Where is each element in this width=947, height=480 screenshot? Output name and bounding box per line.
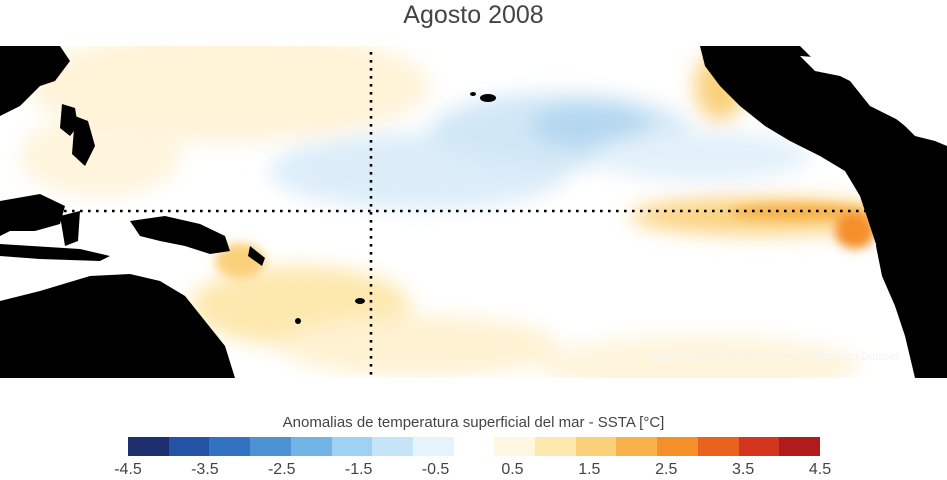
colorbar-swatch xyxy=(616,437,658,456)
colorbar-tick-label: 4.5 xyxy=(808,461,832,478)
map-svg xyxy=(0,46,947,378)
warm-patch-nw xyxy=(30,46,430,141)
colorbar-swatch xyxy=(453,437,495,456)
colorbar-tick-label: -0.5 xyxy=(421,461,450,478)
colorbar-swatch xyxy=(697,437,739,456)
cool-patch-e xyxy=(590,131,810,181)
colorbar-swatch xyxy=(412,437,454,456)
colorbar-swatch xyxy=(128,437,169,456)
warm-patch-s xyxy=(280,316,560,376)
land-philippines xyxy=(72,116,95,166)
colorbar-swatch xyxy=(331,437,373,456)
land-new-guinea xyxy=(130,216,230,254)
colorbar-swatch xyxy=(657,437,698,456)
land-americas xyxy=(700,46,947,256)
colorbar-tick-label: -4.5 xyxy=(114,461,142,478)
colorbar-tick-label: -2.5 xyxy=(267,461,296,478)
land-fiji xyxy=(355,298,365,304)
caribbean-sea xyxy=(880,106,945,131)
colorbar-ticks: -4.5 -3.5 -2.5 -1.5 -0.5 0.5 1.5 2.5 3.5 4.5 xyxy=(114,461,831,479)
colorbar-tick-label: 2.5 xyxy=(655,461,678,478)
land-south-america xyxy=(876,196,947,378)
land xyxy=(0,46,947,378)
land-java-sunda xyxy=(0,244,110,261)
land-hawaii xyxy=(480,94,496,102)
colorbar-swatch xyxy=(779,437,820,456)
land-australia xyxy=(0,274,235,378)
colorbar-tick-label: 0.5 xyxy=(501,461,524,478)
anomaly-field xyxy=(20,46,890,378)
colorbar-swatch xyxy=(290,437,332,456)
land-sulawesi xyxy=(60,211,80,246)
cool-core xyxy=(530,104,650,148)
ssta-map: Fuente: NOAA OI SST V2 High Resolution D… xyxy=(0,46,947,378)
colorbar-tick-label: 1.5 xyxy=(578,461,601,478)
colorbar-label: Anomalias de temperatura superficial del… xyxy=(282,414,665,431)
colorbar-swatch xyxy=(535,437,576,456)
gulf-of-mexico xyxy=(800,56,880,76)
warm-patch-se xyxy=(540,336,860,378)
colorbar-swatch xyxy=(209,437,251,456)
chart-title: Agosto 2008 xyxy=(403,1,544,29)
colorbar-tick-label: 3.5 xyxy=(731,461,755,478)
colorbar-swatch xyxy=(168,437,210,456)
colorbar-swatch xyxy=(738,437,780,456)
warm-patch-w xyxy=(20,116,180,196)
land-hawaii-west xyxy=(470,92,476,96)
land-asia-mainland xyxy=(0,46,70,116)
colorbar-swatch xyxy=(494,437,536,456)
colorbar xyxy=(128,437,820,456)
colorbar-tick-label: -3.5 xyxy=(191,461,219,478)
warm-coastal-core xyxy=(835,213,875,249)
land-vanuatu xyxy=(295,318,301,324)
colorbar-swatch xyxy=(250,437,291,456)
colorbar-swatch xyxy=(372,437,413,456)
land-taiwan-philippines xyxy=(60,104,78,136)
colorbar-tick-label: -1.5 xyxy=(344,461,373,478)
land-borneo xyxy=(0,194,65,236)
colorbar-swatch xyxy=(575,437,617,456)
land-solomon xyxy=(248,246,265,266)
source-note: Fuente: NOAA OI SST V2 High Resolution D… xyxy=(650,351,899,363)
